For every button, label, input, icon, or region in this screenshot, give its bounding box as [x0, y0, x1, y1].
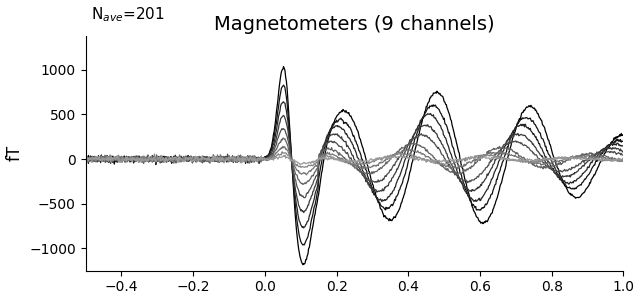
Y-axis label: fT: fT — [6, 145, 24, 161]
Text: N$_{ave}$=201: N$_{ave}$=201 — [91, 5, 165, 24]
Title: Magnetometers (9 channels): Magnetometers (9 channels) — [214, 15, 495, 34]
